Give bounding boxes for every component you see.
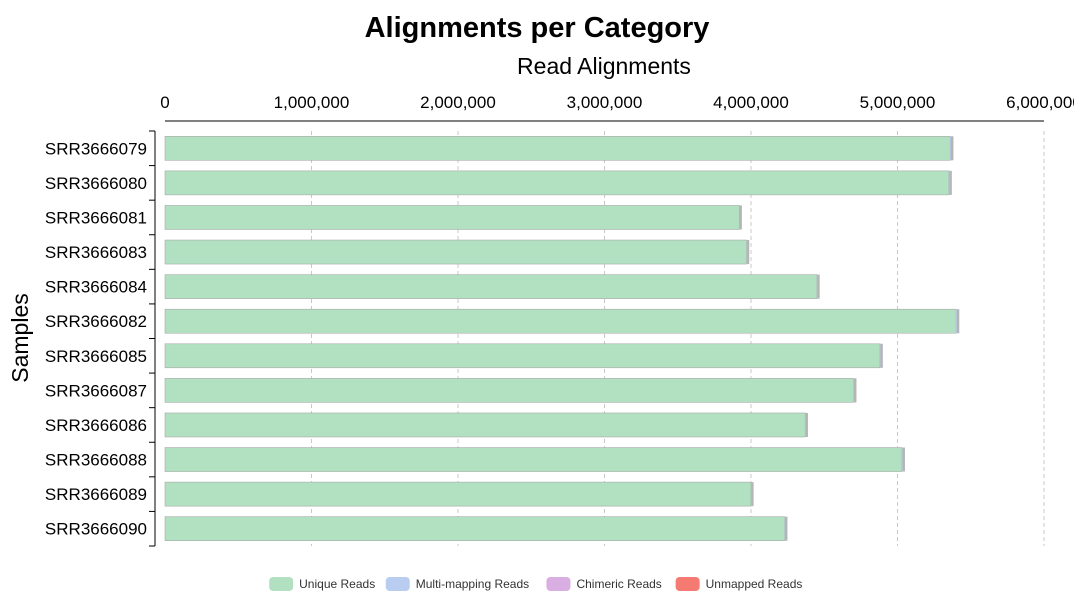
legend-swatch (385, 577, 410, 591)
x-tick-label: 6,000,000 (1006, 93, 1074, 112)
legend-item[interactable]: Chimeric Reads (546, 577, 662, 591)
legend-item[interactable]: Unique Reads (269, 577, 375, 591)
y-tick-label: SRR3666080 (45, 174, 147, 193)
bar-end-edge (746, 240, 750, 265)
y-tick-label: SRR3666081 (45, 208, 147, 227)
x-axis-title: Read Alignments (517, 53, 691, 79)
y-tick-label: SRR3666086 (45, 416, 147, 435)
bar-unique-reads[interactable] (164, 239, 747, 265)
bar-unique-reads[interactable] (164, 308, 957, 334)
chart-title: Alignments per Category (365, 12, 710, 44)
x-tick-label: 5,000,000 (860, 93, 936, 112)
x-tick-label: 1,000,000 (274, 93, 350, 112)
bar-end-edge (949, 170, 952, 195)
legend-swatch (546, 577, 571, 591)
legend-label: Unique Reads (299, 577, 375, 591)
bar-unique-reads[interactable] (164, 378, 854, 403)
y-tick-label: SRR3666089 (45, 485, 147, 504)
bar-end-edge (902, 447, 905, 472)
bar-unique-reads[interactable] (164, 516, 785, 542)
y-axis-title: Samples (7, 293, 33, 382)
x-tick-label: 0 (160, 93, 169, 112)
bar-end-edge (880, 343, 883, 368)
y-tick-label: SRR3666088 (45, 451, 147, 470)
bar-unique-reads[interactable] (164, 274, 818, 299)
legend-label: Chimeric Reads (576, 577, 661, 591)
grid (311, 131, 1045, 546)
bar-end-edge (950, 136, 954, 161)
legend: Unique Reads Multi-mapping Reads Chimeric … (269, 577, 802, 591)
y-tick-label: SRR3666084 (45, 278, 147, 297)
bar-end-edge (739, 205, 742, 230)
legend-item[interactable]: Unmapped Reads (675, 577, 803, 591)
x-tick-label: 4,000,000 (713, 93, 789, 112)
bar-end-edge (805, 412, 808, 437)
y-axis: SRR3666079 SRR3666080 SRR3666081 SRR3666083… (45, 130, 156, 547)
legend-swatch (269, 577, 294, 591)
bar-unique-reads[interactable] (164, 343, 881, 369)
y-tick-label: SRR3666082 (45, 312, 147, 331)
bar-end-edge (751, 482, 754, 507)
bar-unique-reads[interactable] (164, 170, 950, 196)
bar-unique-reads[interactable] (164, 135, 951, 161)
x-axis: 0 1,000,000 2,000,000 3,000,000 4,000,000 5,0… (160, 93, 1074, 122)
y-tick-label: SRR3666090 (45, 520, 147, 539)
y-tick-label: SRR3666085 (45, 347, 147, 366)
x-tick-label: 3,000,000 (567, 93, 643, 112)
legend-item[interactable]: Multi-mapping Reads (385, 577, 529, 591)
bar-end-edge (817, 274, 820, 299)
y-tick-label: SRR3666083 (45, 243, 147, 262)
bar-unique-reads[interactable] (164, 447, 903, 472)
bar-unique-reads[interactable] (164, 481, 752, 507)
y-tick-label: SRR3666087 (45, 381, 147, 400)
legend-label: Unmapped Reads (706, 577, 803, 591)
y-tick-label: SRR3666079 (45, 139, 147, 158)
legend-swatch (675, 577, 700, 591)
bar-end-edge (784, 516, 788, 541)
x-tick-label: 2,000,000 (420, 93, 496, 112)
bar-unique-reads[interactable] (164, 205, 740, 230)
bar-unique-reads[interactable] (164, 412, 806, 438)
legend-label: Multi-mapping Reads (416, 577, 529, 591)
bar-end-edge (956, 309, 960, 334)
bar-end-edge (853, 378, 857, 403)
bars (164, 135, 960, 542)
